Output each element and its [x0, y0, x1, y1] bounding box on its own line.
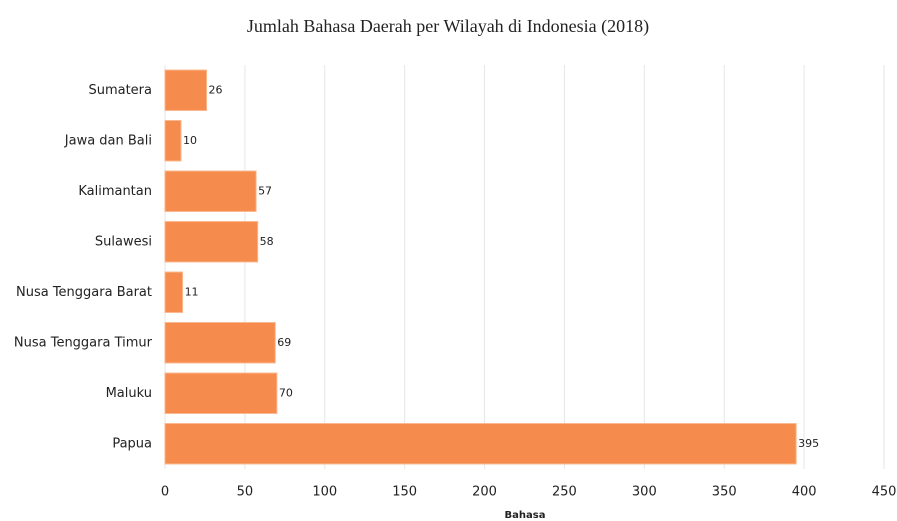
x-tick-label: 400: [792, 485, 817, 500]
y-tick-label: Sumatera: [88, 83, 152, 98]
x-tick-label: 450: [872, 485, 897, 500]
y-tick-label: Nusa Tenggara Barat: [16, 285, 152, 300]
y-tick-label: Maluku: [106, 386, 152, 401]
bar: [164, 271, 184, 313]
y-tick-label: Nusa Tenggara Timur: [14, 335, 153, 350]
x-tick-label: 200: [472, 485, 497, 500]
x-tick-label: 0: [161, 485, 169, 500]
value-label: 10: [183, 134, 197, 147]
x-tick-label: 150: [392, 485, 417, 500]
x-tick-label: 350: [712, 485, 737, 500]
bar: [164, 170, 257, 212]
chart-title: Jumlah Bahasa Daerah per Wilayah di Indo…: [247, 16, 649, 37]
value-label: 395: [798, 437, 819, 450]
x-tick-label: 100: [312, 485, 337, 500]
value-label: 57: [258, 184, 272, 197]
bar: [164, 322, 276, 364]
value-label: 11: [185, 285, 199, 298]
y-tick-label: Jawa dan Bali: [64, 133, 152, 148]
bar: [164, 120, 182, 162]
x-axis-label: Bahasa: [505, 510, 546, 521]
value-label: 58: [260, 235, 274, 248]
x-tick-label: 250: [552, 485, 577, 500]
y-tick-label: Kalimantan: [78, 184, 152, 199]
y-tick-label: Sulawesi: [95, 234, 152, 249]
value-label: 69: [277, 336, 291, 349]
bar: [164, 423, 797, 465]
bar: [164, 221, 259, 263]
value-label: 26: [209, 83, 223, 96]
bar: [164, 69, 208, 111]
x-tick-label: 300: [632, 485, 657, 500]
y-tick-label: Papua: [112, 436, 152, 451]
bar: [164, 372, 278, 414]
x-tick-label: 50: [237, 485, 254, 500]
value-label: 70: [279, 386, 293, 399]
